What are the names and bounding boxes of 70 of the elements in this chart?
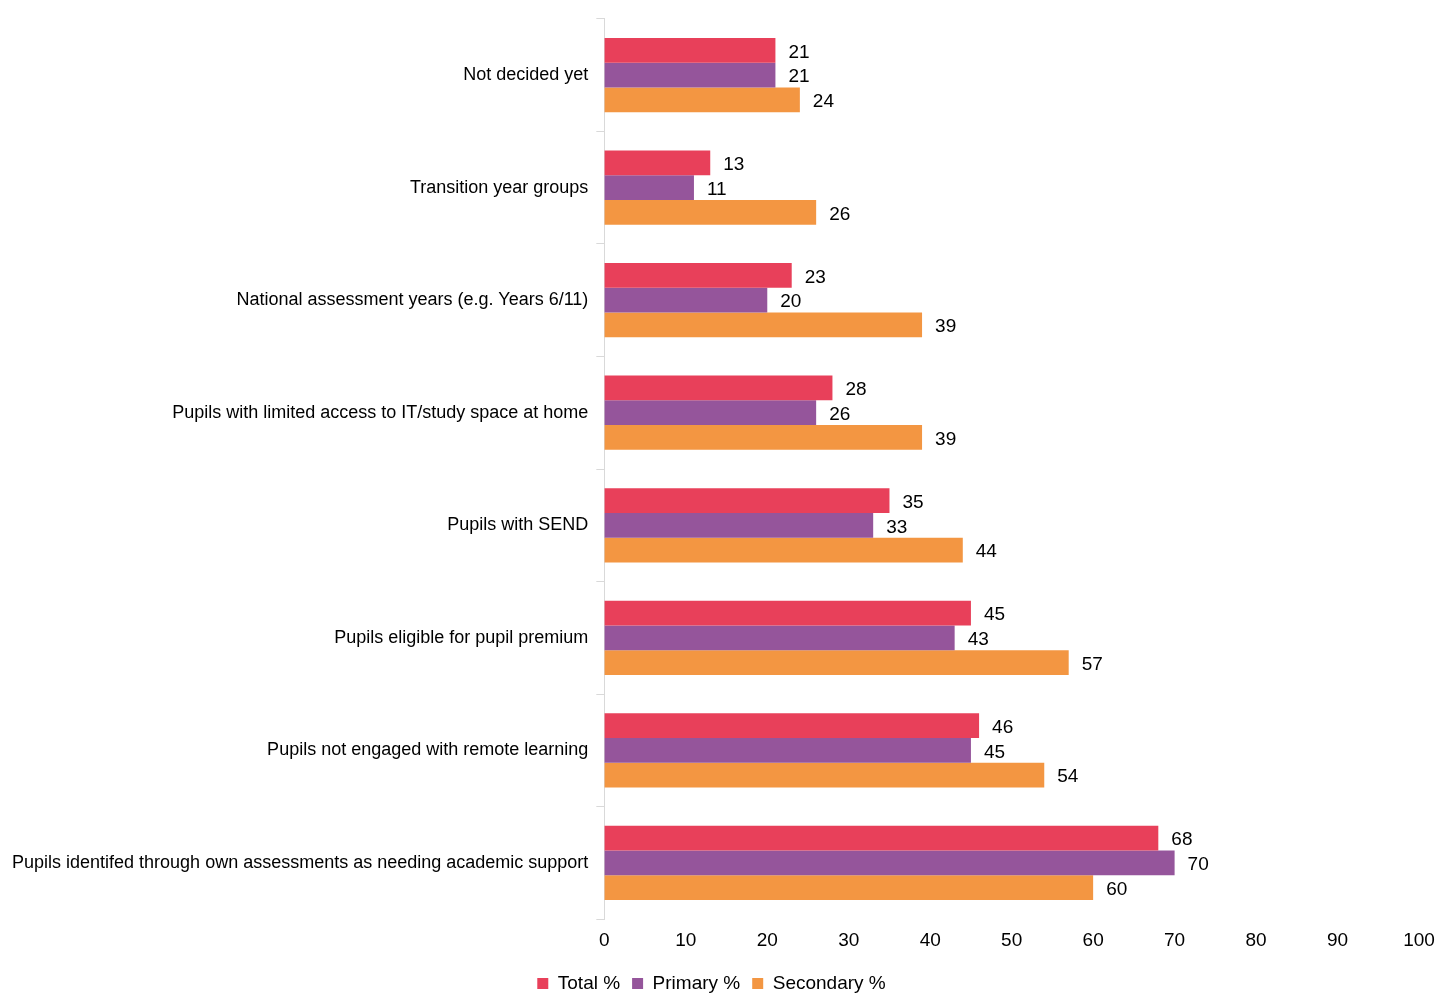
- data-label: 39: [935, 315, 957, 337]
- y-tick-label: Pupils with limited access to IT/study space at home: [172, 401, 589, 422]
- bar: [604, 488, 890, 513]
- data-label: 21: [788, 65, 810, 87]
- x-tick-label: 90: [1326, 928, 1349, 950]
- bar: [604, 825, 1159, 851]
- legend-label: Total %: [557, 971, 621, 993]
- bar: [604, 713, 980, 738]
- bar: [604, 850, 1175, 876]
- bar: [604, 62, 776, 88]
- data-label: 68: [1171, 828, 1193, 850]
- data-label: 11: [706, 177, 727, 199]
- data-label: 26: [829, 202, 851, 224]
- y-tick-label: Pupils with SEND: [447, 514, 589, 535]
- x-tick-label: 70: [1164, 928, 1186, 950]
- x-tick-label: 20: [756, 928, 778, 950]
- legend-label: Primary %: [652, 971, 741, 993]
- data-label: 33: [886, 515, 908, 537]
- bar: [604, 625, 955, 651]
- bar: [604, 537, 963, 563]
- bar: [604, 425, 923, 450]
- x-tick-label: 80: [1245, 928, 1267, 950]
- bar: [604, 762, 1045, 788]
- x-tick-label: 40: [919, 928, 941, 950]
- bar: [604, 737, 971, 763]
- x-tick-label: 50: [1001, 928, 1023, 950]
- data-label: 46: [992, 715, 1014, 737]
- data-label: 28: [845, 378, 867, 400]
- bar: [604, 375, 833, 401]
- data-label: 57: [1081, 652, 1103, 674]
- bar: [604, 600, 971, 626]
- bar: [604, 400, 817, 426]
- data-label: 39: [935, 427, 957, 449]
- data-label: 26: [829, 402, 851, 424]
- data-label: 20: [780, 290, 802, 312]
- data-label: 45: [983, 603, 1006, 625]
- data-label: 44: [975, 540, 998, 562]
- y-tick-label: Pupils eligible for pupil premium: [334, 626, 589, 647]
- bar: [604, 287, 768, 313]
- x-tick-label: 30: [838, 928, 860, 950]
- y-tick-label: Transition year groups: [409, 176, 589, 197]
- data-label: 13: [723, 153, 745, 175]
- data-label: 43: [967, 628, 989, 650]
- x-tick-label: 10: [675, 928, 697, 950]
- bar: [604, 263, 792, 288]
- x-tick-label: 60: [1082, 928, 1104, 950]
- data-label: 35: [902, 490, 924, 512]
- y-tick-label: Not decided yet: [463, 64, 589, 85]
- bar: [604, 200, 817, 225]
- x-tick-label: 0: [599, 928, 610, 950]
- legend-label: Secondary %: [772, 971, 886, 993]
- data-label: 23: [804, 265, 826, 287]
- bar: [604, 87, 800, 113]
- data-label: 70: [1187, 853, 1209, 875]
- bar: [604, 875, 1094, 901]
- bar: [604, 175, 694, 201]
- data-label: 45: [983, 740, 1006, 762]
- bar: [604, 312, 923, 338]
- data-label: 54: [1057, 765, 1079, 787]
- bar: [604, 150, 711, 176]
- bar: [604, 37, 776, 63]
- y-tick-label: Pupils not engaged with remote learning: [267, 739, 589, 760]
- y-tick-label: National assessment years (e.g. Years 6/11): [236, 289, 589, 310]
- bar: [604, 512, 874, 538]
- bar: [604, 650, 1069, 675]
- data-label: 60: [1106, 877, 1128, 899]
- data-label: 24: [812, 90, 835, 112]
- data-label: 21: [788, 40, 810, 62]
- x-tick-label: 100: [1403, 928, 1435, 950]
- y-tick-label: Pupils identifed through own assessments as needing academic support: [12, 851, 589, 872]
